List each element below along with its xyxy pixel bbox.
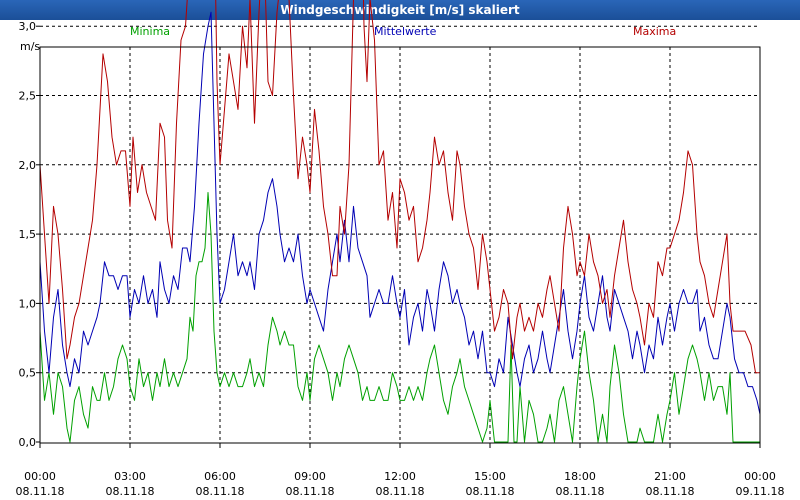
y-tick-label: 2,0 xyxy=(19,159,37,172)
series-line-mittelwerte xyxy=(39,11,761,415)
x-tick-time: 00:00 xyxy=(24,470,56,483)
x-tick-date: 08.11.18 xyxy=(466,485,515,498)
x-tick-time: 09:00 xyxy=(294,470,326,483)
legend-maxima: Maxima xyxy=(633,25,677,38)
legend-minima: Minima xyxy=(130,25,171,38)
y-tick-label: 3,0 xyxy=(19,20,37,33)
x-tick-time: 06:00 xyxy=(204,470,236,483)
series-line-maxima xyxy=(39,0,760,374)
x-tick-time: 12:00 xyxy=(384,470,416,483)
series-line-minima xyxy=(39,192,760,443)
y-tick-label: 0,5 xyxy=(19,367,37,380)
y-tick-label: 2,5 xyxy=(19,90,37,103)
x-tick-date: 08.11.18 xyxy=(556,485,605,498)
x-tick-date: 08.11.18 xyxy=(376,485,425,498)
x-tick-date: 09.11.18 xyxy=(736,485,785,498)
x-tick-time: 18:00 xyxy=(564,470,596,483)
y-tick-label: 1,5 xyxy=(19,228,37,241)
x-tick-time: 15:00 xyxy=(474,470,506,483)
x-tick-time: 21:00 xyxy=(654,470,686,483)
x-tick-date: 08.11.18 xyxy=(646,485,695,498)
legend-mittelwerte: Mittelwerte xyxy=(374,25,437,38)
x-tick-date: 08.11.18 xyxy=(286,485,335,498)
y-tick-label: 1,0 xyxy=(19,297,37,310)
x-tick-time: 00:00 xyxy=(744,470,776,483)
y-axis-unit: m/s xyxy=(20,40,41,53)
x-tick-time: 03:00 xyxy=(114,470,146,483)
x-tick-date: 08.11.18 xyxy=(196,485,245,498)
x-tick-date: 08.11.18 xyxy=(16,485,65,498)
y-tick-label: 0,0 xyxy=(19,436,37,449)
x-tick-date: 08.11.18 xyxy=(106,485,155,498)
window-title: Windgeschwindigkeit [m/s] skaliert xyxy=(0,0,800,20)
